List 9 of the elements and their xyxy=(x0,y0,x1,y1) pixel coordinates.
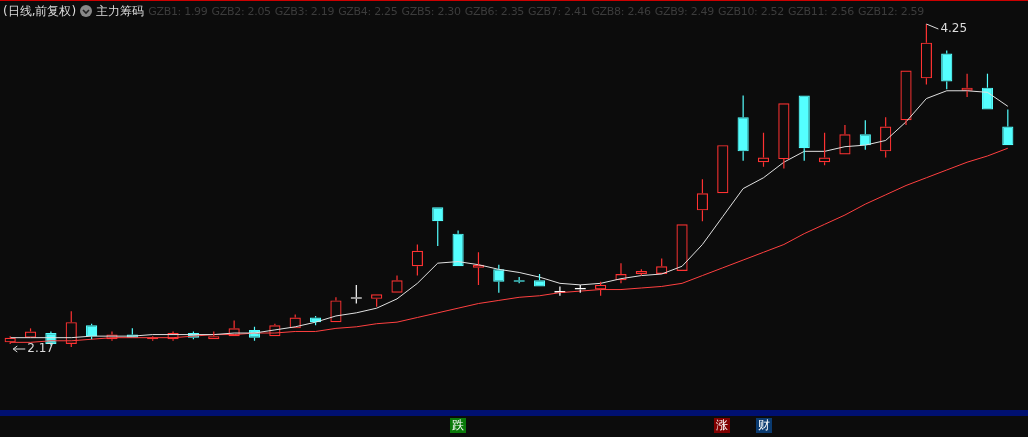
annotation: 2.17 xyxy=(27,341,54,356)
chart-title: (日线,前复权) xyxy=(3,2,77,20)
text: 涨 xyxy=(714,418,730,433)
candlestick xyxy=(737,94,749,162)
annotation: 4.25 xyxy=(940,21,968,36)
candlestick xyxy=(941,49,953,90)
text: 跌 xyxy=(450,418,466,433)
chart-subtitle: 主力筹码 xyxy=(96,2,145,20)
text: 财 xyxy=(756,418,772,433)
